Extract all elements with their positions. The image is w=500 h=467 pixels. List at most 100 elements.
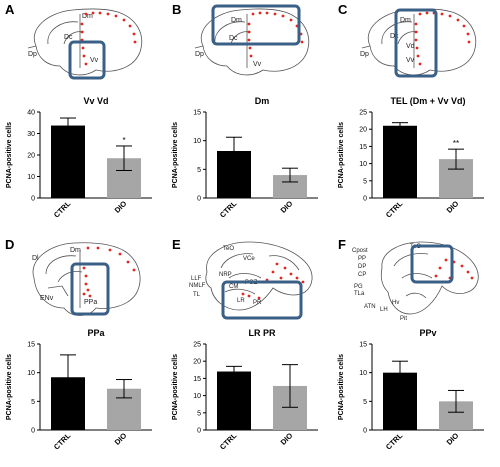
x-category-label: DIO xyxy=(445,199,461,215)
bar-dio xyxy=(273,175,307,198)
brain-label-lh: LH xyxy=(380,307,388,313)
y-tick-label: 10 xyxy=(27,370,35,377)
x-category-label: CTRL xyxy=(384,431,405,452)
chart-title: Vv Vd xyxy=(83,96,108,106)
brain-label-dm: Dm xyxy=(82,13,93,20)
y-tick-label: 15 xyxy=(193,110,201,117)
x-category-label: CTRL xyxy=(218,199,239,220)
brain-label-teo: TeO xyxy=(223,246,234,252)
brain-label-dm: Dm xyxy=(400,17,411,24)
brain-label-cpost: Cpost xyxy=(352,248,368,254)
y-tick-label: 15 xyxy=(359,144,367,151)
brain-label-dl: Dl xyxy=(32,255,39,262)
chart-title: PPa xyxy=(87,328,105,338)
y-tick-label: 10 xyxy=(359,161,367,168)
y-tick-label: 5 xyxy=(197,410,201,417)
roi-box-d xyxy=(70,262,110,316)
panel-letter-c: C xyxy=(338,2,348,17)
roi-box-a xyxy=(68,40,106,80)
bar-chart-lr-pr: LR PR PCNA-positive cells 0 5 10 15 20 25 CTRL DI… xyxy=(172,328,318,452)
brain-label-dm: Dm xyxy=(70,247,81,254)
chart-title: TEL (Dm + Vv Vd) xyxy=(390,96,465,106)
brain-label-nmlf: NMLF xyxy=(189,283,206,289)
pcna-cells-f xyxy=(434,258,474,284)
brain-label-pr: PR xyxy=(253,300,262,306)
y-tick-label: 10 xyxy=(193,138,201,145)
brain-label-pg: PG xyxy=(354,284,363,290)
y-axis-label: PCNA-positive cells xyxy=(6,354,13,420)
roi-box-b xyxy=(211,4,301,46)
bar-chart-dm: Dm PCNA-positive cells 0 5 10 15 CTRL DIO xyxy=(172,96,318,220)
brain-label-vce: VCe xyxy=(243,256,255,262)
significance-marker: ** xyxy=(453,139,459,148)
brain-schematic-d: Dl Dm ENv PPa xyxy=(32,242,141,316)
brain-label-tla: TLa xyxy=(354,291,365,297)
x-category-label: CTRL xyxy=(52,431,73,452)
y-tick-label: 15 xyxy=(27,342,35,349)
x-category-label: CTRL xyxy=(52,199,73,220)
brain-schematic-c: Dm Dc Dp Vd Vv xyxy=(360,8,477,78)
y-tick-label: 0 xyxy=(31,196,35,203)
y-tick-label: 5 xyxy=(363,399,367,406)
brain-label-llf: LLF xyxy=(191,276,202,282)
bar-chart-vv-vd: Vv Vd PCNA-positive cells 0 10 20 30 40 CTRL * DI… xyxy=(6,96,152,220)
y-tick-label: 0 xyxy=(31,428,35,435)
y-tick-label: 0 xyxy=(197,428,201,435)
brain-label-atn: ATN xyxy=(364,304,376,310)
brain-label-ppa: PPa xyxy=(84,299,97,306)
y-tick-label: 15 xyxy=(193,376,201,383)
pcna-cells-a xyxy=(80,11,137,66)
brain-label-cp: CP xyxy=(358,272,366,278)
brain-schematic-b: Dm Dc Dp Vv xyxy=(194,4,310,76)
brain-schematic-e: TeO VCe LLF NMLF TL CM PGZ NRP LR PR xyxy=(189,241,313,320)
panel-letter-f: F xyxy=(338,237,346,252)
brain-label-hv: Hv xyxy=(392,300,399,306)
y-axis-label: PCNA-positive cells xyxy=(172,122,179,188)
brain-label-tl: TL xyxy=(193,292,201,298)
brain-label-dp: Dp xyxy=(360,51,369,58)
panel-letter-b: B xyxy=(172,2,182,17)
y-tick-label: 15 xyxy=(359,342,367,349)
x-category-label: CTRL xyxy=(218,431,239,452)
pcna-cells-e xyxy=(241,262,305,300)
brain-label-vv: Vv xyxy=(253,61,262,68)
chart-title: PPv xyxy=(419,328,436,338)
brain-label-cm: CM xyxy=(229,284,238,290)
x-category-label: DIO xyxy=(279,199,295,215)
brain-label-dp: Dp xyxy=(195,51,204,58)
y-axis-label: PCNA-positive cells xyxy=(172,354,179,420)
brain-label-nrp: NRP xyxy=(219,272,232,278)
bar-chart-ppa: PPa PCNA-positive cells 0 5 10 15 CTRL DIO xyxy=(6,328,152,452)
x-category-label: CTRL xyxy=(384,199,405,220)
bar-chart-tel: TEL (Dm + Vv Vd) PCNA-positive cells 0 5 10 1… xyxy=(338,96,484,220)
bar-chart-ppv: PPv PCNA-positive cells 0 5 10 15 CTRL DIO xyxy=(338,328,484,452)
y-axis-label: PCNA-positive cells xyxy=(6,122,13,188)
brain-label-dp: Dp xyxy=(28,51,37,58)
roi-box-f xyxy=(410,244,454,284)
y-tick-label: 5 xyxy=(197,167,201,174)
y-tick-label: 40 xyxy=(27,110,35,117)
y-axis-label: PCNA-positive cells xyxy=(338,354,345,420)
y-tick-label: 0 xyxy=(363,428,367,435)
brain-schematic-f: Cpost PP DP CP TeO PG TLa ATN LH Hv Pit xyxy=(352,241,479,322)
pcna-cells-b xyxy=(247,11,304,58)
chart-title: Dm xyxy=(255,96,270,106)
brain-label-dc: Dc xyxy=(229,35,238,42)
bar-ctrl xyxy=(51,125,85,198)
y-tick-label: 25 xyxy=(359,110,367,117)
y-tick-label: 20 xyxy=(359,127,367,134)
x-category-label: DIO xyxy=(113,199,129,215)
brain-label-lr: LR xyxy=(237,298,245,304)
y-tick-label: 0 xyxy=(197,196,201,203)
x-category-label: DIO xyxy=(113,431,129,447)
x-category-label: DIO xyxy=(279,431,295,447)
pcna-cells-d xyxy=(82,246,136,298)
significance-marker: * xyxy=(122,136,125,145)
brain-label-dc: Dc xyxy=(64,34,73,41)
roi-box-c xyxy=(394,8,438,78)
panel-letter-e: E xyxy=(172,237,181,252)
roi-box-e xyxy=(221,280,303,320)
brain-schematic-a: Dm Dc Dp Vv xyxy=(27,8,143,80)
bar-ctrl xyxy=(217,371,251,430)
pcna-cells-c xyxy=(414,11,471,66)
